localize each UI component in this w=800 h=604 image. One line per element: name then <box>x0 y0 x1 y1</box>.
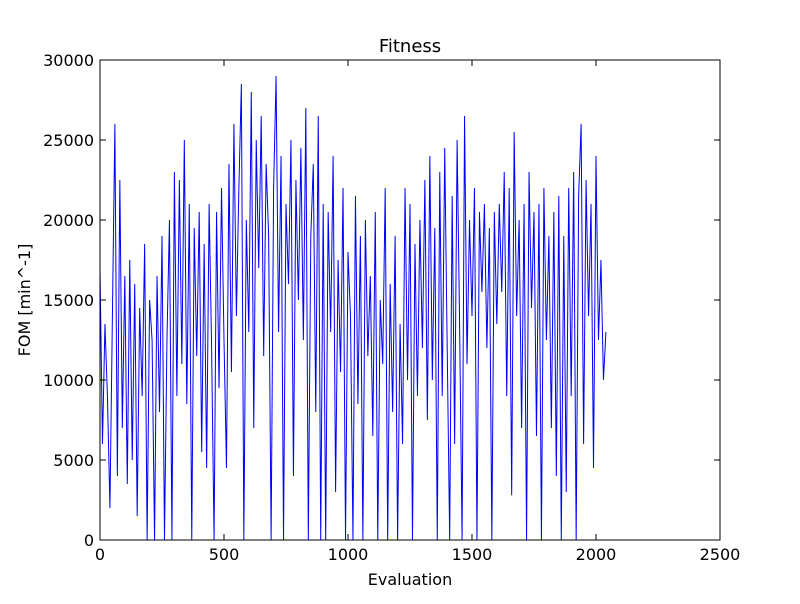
x-tick-label: 0 <box>95 545 105 564</box>
chart-title: Fitness <box>379 36 441 57</box>
plot-frame <box>99 59 721 541</box>
x-tick-label: 2000 <box>576 545 617 564</box>
data-line <box>99 75 607 541</box>
x-tick-label: 2500 <box>700 545 741 564</box>
y-tick-label: 25000 <box>43 131 94 150</box>
y-tick-label: 15000 <box>43 291 94 310</box>
y-tick-label: 30000 <box>43 51 94 70</box>
y-tick-label: 5000 <box>53 451 94 470</box>
y-tick-label: 20000 <box>43 211 94 230</box>
y-tick-label: 0 <box>84 531 94 550</box>
x-axis-label: Evaluation <box>368 570 452 589</box>
x-tick-label: 1000 <box>328 545 369 564</box>
y-tick-label: 10000 <box>43 371 94 390</box>
x-tick-label: 500 <box>209 545 240 564</box>
y-axis-label: FOM [min^-1] <box>15 244 34 357</box>
x-tick-label: 1500 <box>452 545 493 564</box>
